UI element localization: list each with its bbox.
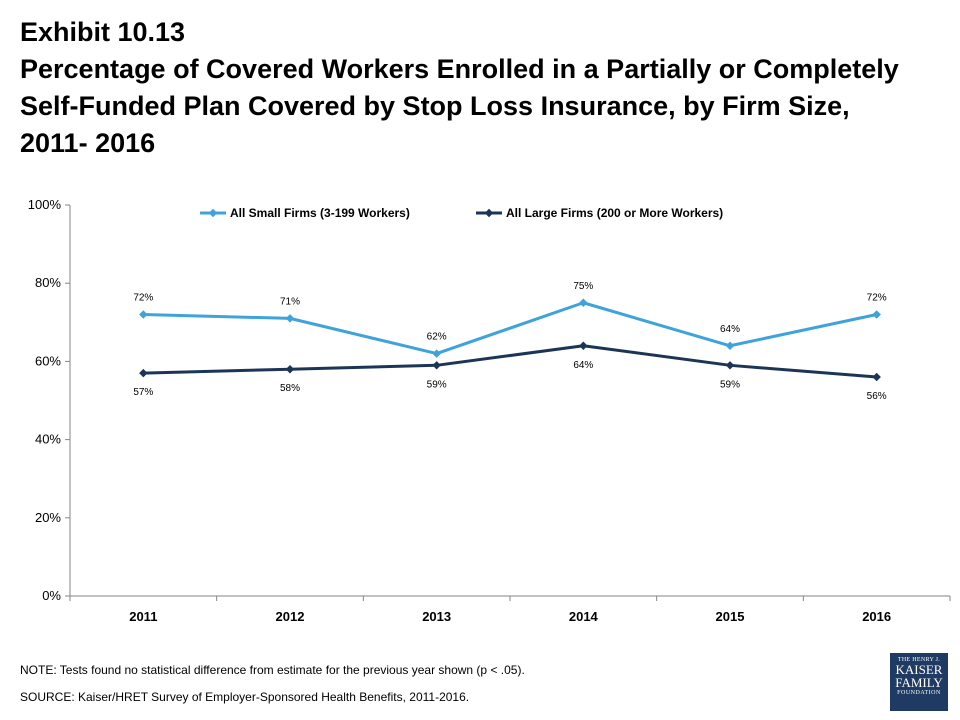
data-point-marker xyxy=(579,341,588,351)
legend-entry-label: All Large Firms (200 or More Workers) xyxy=(506,206,723,220)
logo-line-1: THE HENRY J. xyxy=(897,657,941,663)
data-point-marker xyxy=(139,368,148,378)
logo-line-4: FOUNDATION xyxy=(897,690,941,696)
data-label: 75% xyxy=(573,281,593,292)
legend-swatch-marker xyxy=(208,208,218,218)
data-point-marker xyxy=(579,298,588,307)
data-point-marker xyxy=(725,361,735,370)
data-label: 72% xyxy=(867,292,887,303)
title-line-3: 2011- 2016 xyxy=(20,128,156,158)
kaiser-family-foundation-logo: THE HENRY J. KAISER FAMILY FOUNDATION xyxy=(890,653,948,711)
footnote-source: SOURCE: Kaiser/HRET Survey of Employer-S… xyxy=(20,690,470,704)
data-point-marker xyxy=(285,364,295,374)
exhibit-label: Exhibit 10.13 xyxy=(20,17,186,47)
data-point-marker xyxy=(725,341,735,351)
data-point-marker xyxy=(432,361,441,370)
data-label: 64% xyxy=(573,360,593,371)
chart-title-block: Exhibit 10.13 Percentage of Covered Work… xyxy=(20,14,950,162)
data-label: 58% xyxy=(280,383,300,394)
data-point-marker xyxy=(432,349,441,358)
series-line-2 xyxy=(143,344,877,379)
data-label: 71% xyxy=(280,296,300,307)
data-point-marker xyxy=(285,314,295,323)
data-label: 62% xyxy=(427,332,447,343)
line-chart: 0% 20% 40% 60% 80% 100% 2011 2012 2013 2014 2015 20… xyxy=(28,197,951,624)
footnote-note: NOTE: Tests found no statistical differe… xyxy=(20,663,525,677)
data-label: 57% xyxy=(133,387,153,398)
series-line-1 xyxy=(143,301,877,356)
legend-entry-label: All Small Firms (3-199 Workers) xyxy=(230,206,410,220)
data-label: 64% xyxy=(720,324,740,335)
x-tick-label: 2015 xyxy=(716,609,745,624)
y-tick-label: 0% xyxy=(42,588,61,603)
y-tick-label: 100% xyxy=(28,197,62,212)
data-label: 56% xyxy=(867,391,887,402)
data-label: 72% xyxy=(133,292,153,303)
data-point-marker xyxy=(139,310,148,319)
x-tick-label: 2012 xyxy=(276,609,305,624)
y-tick-label: 60% xyxy=(35,353,61,368)
x-tick-label: 2014 xyxy=(569,609,599,624)
y-tick-label: 40% xyxy=(35,432,61,447)
y-tick-label: 20% xyxy=(35,510,61,525)
title-line-2: Self-Funded Plan Covered by Stop Loss In… xyxy=(20,91,850,121)
data-label: 59% xyxy=(720,379,740,390)
data-label: 59% xyxy=(427,379,447,390)
logo-line-3: FAMILY xyxy=(895,675,943,690)
legend-swatch-marker xyxy=(484,208,494,218)
x-tick-label: 2016 xyxy=(862,609,891,624)
y-tick-label: 80% xyxy=(35,275,61,290)
logo-line-2: KAISER xyxy=(895,662,943,677)
title-line-1: Percentage of Covered Workers Enrolled i… xyxy=(20,54,899,84)
data-point-marker xyxy=(872,372,881,382)
data-point-marker xyxy=(872,310,881,319)
x-tick-label: 2011 xyxy=(129,609,157,624)
x-tick-label: 2013 xyxy=(422,609,451,624)
